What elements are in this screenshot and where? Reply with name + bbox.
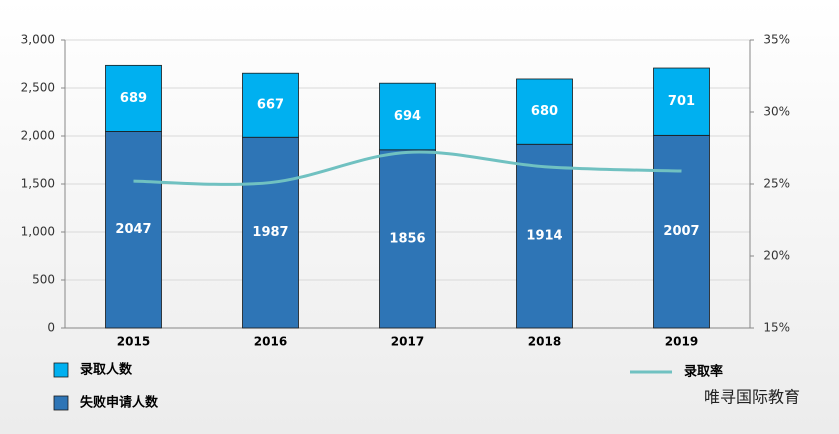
data-label: 2007 <box>663 224 699 239</box>
bar-segment <box>242 136 299 329</box>
legend-label: 失败申请人数 <box>80 395 159 411</box>
y2-tick-label: 25% <box>763 177 790 191</box>
legend-swatch <box>53 362 69 378</box>
x-tick-label: 2016 <box>254 335 287 349</box>
bar-segment <box>653 67 710 136</box>
bar-segment <box>379 82 436 151</box>
credit: 唯寻国际教育 <box>704 388 800 407</box>
bar-segment <box>242 72 299 138</box>
bar-segment <box>516 78 573 145</box>
y-tick-label: 1,500 <box>21 177 55 191</box>
y-tick-label: 2,000 <box>21 129 55 143</box>
y-tick-label: 1,000 <box>21 225 55 239</box>
bar-segment <box>516 143 573 329</box>
bar-segment <box>653 134 710 329</box>
y-tick-label: 2,500 <box>21 81 55 95</box>
data-label: 680 <box>531 104 558 119</box>
x-tick-label: 2015 <box>117 335 150 349</box>
data-label: 1856 <box>389 231 425 246</box>
y2-tick-label: 15% <box>763 321 790 335</box>
x-tick-label: 2019 <box>665 335 698 349</box>
y-tick-label: 0 <box>47 321 55 335</box>
data-label: 1914 <box>526 229 562 244</box>
legend-label: 录取人数 <box>80 362 133 378</box>
x-tick-label: 2018 <box>528 335 561 349</box>
rate-line <box>133 150 682 186</box>
data-label: 2047 <box>115 222 151 237</box>
y-tick-label: 500 <box>32 273 55 287</box>
y2-tick-label: 20% <box>763 249 790 263</box>
data-label: 1987 <box>252 225 288 240</box>
y-tick-label: 3,000 <box>21 33 55 47</box>
bar-segment <box>379 149 436 329</box>
data-label: 689 <box>120 91 147 106</box>
data-label: 694 <box>394 109 421 124</box>
data-label: 667 <box>257 98 284 113</box>
legend-swatch <box>53 395 69 411</box>
y2-tick-label: 30% <box>763 105 790 119</box>
x-tick-label: 2017 <box>391 335 424 349</box>
data-label: 701 <box>668 94 695 109</box>
y2-tick-label: 35% <box>763 33 790 47</box>
bar-segment <box>105 64 162 132</box>
legend-label: 录取率 <box>684 364 723 380</box>
